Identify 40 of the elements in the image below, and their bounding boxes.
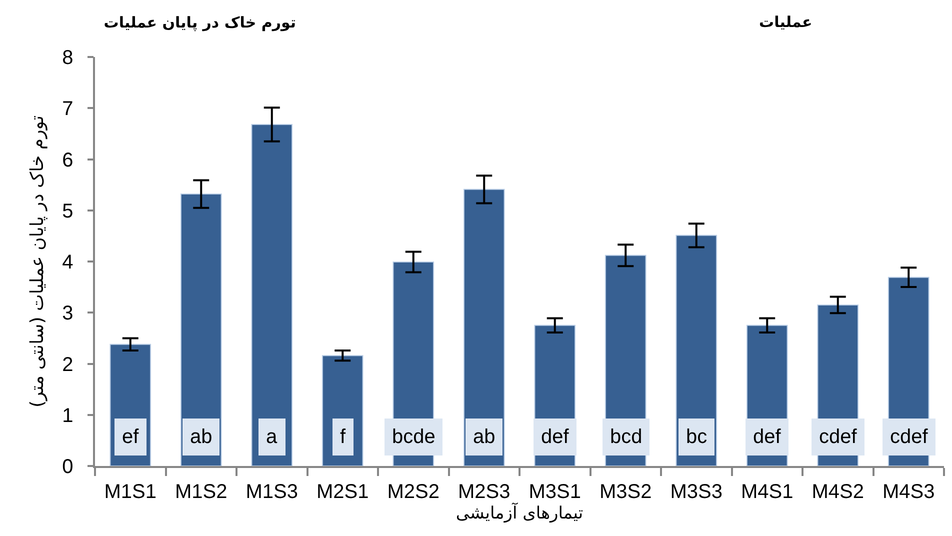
y-tick-label: 8 [62,47,74,69]
annotation: ef [122,426,140,448]
y-tick-label: 6 [62,149,74,172]
chart-subtitle: عملیات [759,13,812,31]
annotation: cdef [819,426,858,448]
annotation: def [753,426,782,448]
annotation: def [541,426,570,448]
y-axis-title: تورم خاک در پایان عملیات (سانتی متر) [26,115,48,408]
annotation: a [266,426,278,448]
annotation: ab [473,426,496,448]
y-tick-label: 3 [62,302,74,325]
y-tick-label: 1 [62,404,74,427]
x-tick-label: M3S3 [670,480,723,503]
x-tick-label: M4S3 [882,480,935,503]
x-axis-title: تیمارهای آزمایشی [456,502,584,524]
annotation: cdef [890,426,928,448]
x-tick-label: M4S1 [741,480,794,503]
annotation: f [340,426,346,448]
y-tick-label: 7 [62,98,74,120]
y-tick-label: 5 [62,200,74,222]
y-tick-label: 4 [62,252,74,274]
bar [180,194,222,466]
bar [251,124,293,466]
x-tick-label: M1S2 [175,480,228,503]
x-tick-label: M3S2 [600,480,652,503]
annotation: bc [686,426,708,448]
annotation: bcde [392,426,436,448]
x-tick-label: M1S1 [104,480,157,503]
x-tick-label: M2S2 [387,480,440,503]
annotation: bcd [610,426,642,448]
annotation: ab [190,426,212,448]
y-tick-label: 2 [62,354,74,376]
x-tick-label: M2S1 [316,480,369,503]
x-tick-label: M2S3 [458,480,510,503]
y-tick-label: 0 [62,456,74,478]
bar [463,188,505,466]
x-tick-label: M3S1 [528,480,582,503]
x-tick-label: M1S3 [246,480,298,503]
chart-title: تورم خاک در پایان عملیات [104,13,296,32]
x-tick-label: M4S2 [812,480,864,503]
